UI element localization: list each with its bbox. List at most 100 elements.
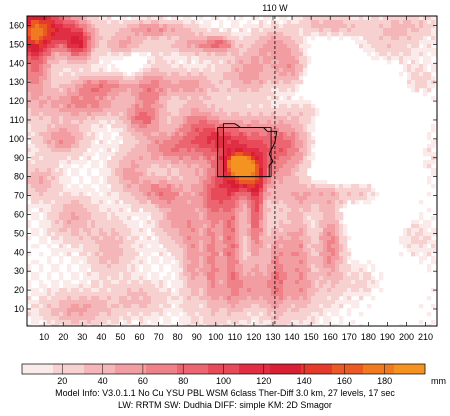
heatmap-cell [187,20,192,25]
heatmap-cell [303,232,308,237]
heatmap-cell [283,64,288,69]
heatmap-cell [311,144,316,149]
heatmap-cell [83,216,88,221]
heatmap-cell [175,132,180,137]
heatmap-cell [431,124,436,129]
heatmap-cell [67,204,72,209]
heatmap-cell [47,144,52,149]
heatmap-cell [335,252,340,257]
heatmap-cell [167,116,172,121]
heatmap-cell [43,132,48,137]
heatmap-cell [331,32,336,37]
heatmap-cell [199,132,204,137]
heatmap-cell [319,248,324,253]
heatmap-cell [135,220,140,225]
heatmap-cell [115,176,120,181]
heatmap-cell [243,176,248,181]
heatmap-cell [123,24,128,29]
heatmap-cell [87,84,92,89]
heatmap-cell [215,76,220,81]
heatmap-cell [151,132,156,137]
heatmap-cell [259,192,264,197]
heatmap-cell [151,44,156,49]
heatmap-cell [103,136,108,141]
heatmap-cell [171,196,176,201]
heatmap-cell [299,32,304,37]
heatmap-cell [251,140,256,145]
heatmap-cell [267,128,272,133]
heatmap-cell [119,36,124,41]
heatmap-cell [219,244,224,249]
heatmap-cell [75,48,80,53]
heatmap-cell [39,192,44,197]
heatmap-cell [111,236,116,241]
heatmap-cell [139,148,144,153]
heatmap-cell [71,224,76,229]
heatmap-cell [83,252,88,257]
heatmap-cell [111,260,116,265]
heatmap-cell [427,88,432,93]
heatmap-cell [211,96,216,101]
heatmap-cell [283,104,288,109]
heatmap-cell [151,188,156,193]
heatmap-cell [219,124,224,129]
heatmap-cell [235,244,240,249]
heatmap-cell [427,264,432,269]
heatmap-cell [207,128,212,133]
heatmap-cell [203,176,208,181]
heatmap-cell [199,168,204,173]
heatmap-cell [71,192,76,197]
heatmap-cell [87,264,92,269]
heatmap-cell [27,84,32,89]
heatmap-cell [327,248,332,253]
heatmap-cell [311,32,316,37]
heatmap-cell [223,144,228,149]
heatmap-cell [35,192,40,197]
heatmap-cell [271,168,276,173]
heatmap-cell [287,148,292,153]
heatmap-cell [379,44,384,49]
heatmap-cell [295,100,300,105]
heatmap-cell [151,88,156,93]
heatmap-cell [343,184,348,189]
heatmap-cell [87,260,92,265]
heatmap-cell [259,132,264,137]
heatmap-cell [227,180,232,185]
heatmap-cell [91,228,96,233]
heatmap-cell [63,48,68,53]
heatmap-cell [175,48,180,53]
heatmap-cell [123,204,128,209]
heatmap-cell [283,128,288,133]
heatmap-cell [119,116,124,121]
heatmap-cell [139,24,144,29]
heatmap-cell [435,140,438,145]
heatmap-cell [351,200,356,205]
heatmap-cell [135,172,140,177]
heatmap-cell [95,92,100,97]
heatmap-cell [55,72,60,77]
heatmap-cell [135,16,140,21]
heatmap-cell [195,164,200,169]
heatmap-cell [291,180,296,185]
heatmap-cell [199,52,204,57]
heatmap-cell [427,80,432,85]
heatmap-cell [135,108,140,113]
heatmap-cell [183,184,188,189]
heatmap-cell [167,200,172,205]
heatmap-cell [63,248,68,253]
heatmap-cell [127,264,132,269]
heatmap-cell [127,168,132,173]
heatmap-cell [219,248,224,253]
heatmap-cell [267,184,272,189]
heatmap-cell [207,156,212,161]
heatmap-cell [51,152,56,157]
heatmap-cell [335,200,340,205]
heatmap-cell [419,36,424,41]
heatmap-cell [243,36,248,41]
heatmap-cell [227,168,232,173]
heatmap-cell [247,80,252,85]
heatmap-cell [139,260,144,265]
heatmap-cell [283,148,288,153]
heatmap-cell [31,52,36,57]
heatmap-cell [323,196,328,201]
